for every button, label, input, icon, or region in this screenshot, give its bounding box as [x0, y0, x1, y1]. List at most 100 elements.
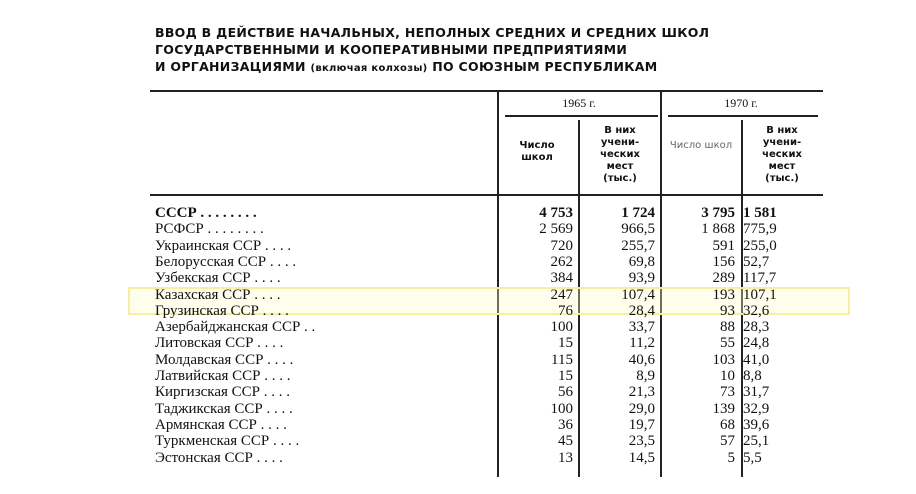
sub-rule-1965 [505, 115, 658, 117]
republic-name: Эстонская ССР . . . . [155, 449, 283, 466]
top-rule [150, 90, 823, 92]
republic-name: Грузинская ССР . . . . [155, 302, 289, 319]
table-row: РСФСР . . . . . . . . 2 569 966,5 1 868 775,… [155, 221, 825, 238]
cell-a: 720 [550, 237, 574, 254]
cell-c: 156 [712, 253, 736, 270]
cell-c: 1 868 [701, 221, 735, 238]
republic-name: Армянская ССР . . . . [155, 416, 287, 433]
cell-b: 1 724 [621, 205, 655, 221]
header-rule [150, 194, 823, 196]
table-row: Молдавская ССР . . . . 115 40,6 103 41,0 [155, 352, 825, 369]
col-divider [741, 120, 743, 477]
title-part: (включая колхозы) [310, 63, 428, 74]
cell-a: 2 569 [539, 221, 573, 238]
cell-b: 29,0 [628, 400, 655, 417]
cell-a: 100 [550, 400, 574, 417]
republic-name: РСФСР . . . . . . . . [155, 221, 264, 238]
republic-name: Белорусская ССР . . . . [155, 253, 297, 270]
table-row: Азербайджанская ССР . . 100 33,7 88 28,3 [155, 319, 825, 336]
table-row: Туркменская ССР . . . . 45 23,5 57 25,1 [155, 433, 825, 450]
table-row: Армянская ССР . . . . 36 19,7 68 39,6 [155, 417, 825, 434]
cell-d: 24,8 [743, 335, 770, 352]
cell-d: 775,9 [743, 221, 777, 238]
header-places-1970: В них учени-ческих мест (тыс.) [762, 125, 802, 184]
cell-b: 255,7 [621, 237, 655, 254]
header-1970: 1970 г. [724, 96, 758, 110]
cell-b: 40,6 [628, 351, 655, 368]
cell-d: 32,6 [743, 302, 770, 319]
cell-d: 117,7 [743, 270, 777, 287]
cell-b: 8,9 [636, 368, 655, 384]
table-row: СССР . . . . . . . . 4 753 1 724 3 795 1 581 [155, 205, 825, 222]
cell-c: 93 [720, 302, 735, 319]
republic-name: Молдавская ССР . . . . [155, 351, 294, 368]
cell-d: 5,5 [743, 449, 762, 466]
cell-c: 103 [712, 351, 736, 368]
cell-d: 255,0 [743, 237, 777, 254]
table-row: Эстонская ССР . . . . 13 14,5 5 5,5 [155, 450, 825, 467]
cell-d: 1 581 [743, 205, 777, 221]
cell-c: 139 [712, 400, 736, 417]
cell-c: 55 [720, 335, 735, 352]
cell-d: 31,7 [743, 384, 770, 401]
col-divider [578, 120, 580, 477]
cell-c: 73 [720, 384, 735, 401]
cell-c: 193 [712, 286, 736, 303]
republic-name: Таджикская ССР . . . . [155, 400, 293, 417]
cell-a: 36 [558, 416, 573, 433]
title-line: ГОСУДАРСТВЕННЫМИ И КООПЕРАТИВНЫМИ ПРЕДПР… [155, 42, 628, 57]
cell-d: 32,9 [743, 400, 770, 417]
cell-c: 68 [720, 416, 735, 433]
table-row: Киргизская ССР . . . . 56 21,3 73 31,7 [155, 384, 825, 401]
cell-c: 3 795 [701, 205, 735, 221]
cell-a: 56 [558, 384, 573, 401]
cell-b: 21,3 [628, 384, 655, 401]
republic-name: СССР . . . . . . . . [155, 205, 257, 221]
cell-b: 23,5 [628, 433, 655, 450]
sub-rule-1970 [668, 115, 818, 117]
cell-a: 45 [558, 433, 573, 450]
table-row: Таджикская ССР . . . . 100 29,0 139 32,9 [155, 401, 825, 418]
table-row: Литовская ССР . . . . 15 11,2 55 24,8 [155, 335, 825, 352]
cell-b: 11,2 [629, 335, 655, 352]
title-part: ПО СОЮЗНЫМ РЕСПУБЛИКАМ [432, 59, 658, 74]
cell-a: 15 [558, 368, 573, 384]
cell-c: 88 [720, 319, 735, 336]
cell-b: 93,9 [628, 270, 655, 287]
republic-name: Узбекская ССР . . . . [155, 270, 281, 287]
cell-c: 10 [720, 368, 735, 384]
republic-name: Украинская ССР . . . . [155, 237, 292, 254]
cell-a: 4 753 [539, 205, 573, 221]
republic-name: Литовская ССР . . . . [155, 335, 284, 352]
table-row: Грузинская ССР . . . . 76 28,4 93 32,6 [155, 303, 825, 320]
table-row: Белорусская ССР . . . . 262 69,8 156 52,7 [155, 254, 825, 271]
table-row: Украинская ССР . . . . 720 255,7 591 255,0 [155, 238, 825, 255]
cell-d: 25,1 [743, 433, 770, 450]
highlight-band [128, 287, 850, 315]
cell-d: 8,8 [743, 368, 762, 384]
table-row: Латвийская ССР . . . . 15 8,9 10 8,8 [155, 368, 825, 385]
cell-a: 384 [550, 270, 574, 287]
cell-d: 107,1 [743, 286, 777, 303]
header-schools-1970: Число школ [669, 140, 733, 151]
header-1965: 1965 г. [562, 96, 596, 110]
cell-d: 28,3 [743, 319, 770, 336]
cell-a: 247 [550, 286, 574, 303]
republic-name: Азербайджанская ССР . . [155, 319, 316, 336]
republic-name: Казахская ССР . . . . [155, 286, 281, 303]
republic-name: Туркменская ССР . . . . [155, 433, 300, 450]
republic-name: Киргизская ССР . . . . [155, 384, 291, 401]
cell-a: 262 [550, 253, 574, 270]
table-row: Узбекская ССР . . . . 384 93,9 289 117,7 [155, 270, 825, 287]
cell-b: 966,5 [621, 221, 655, 238]
cell-d: 39,6 [743, 416, 770, 433]
cell-d: 41,0 [743, 351, 770, 368]
col-divider [497, 92, 499, 477]
cell-b: 28,4 [628, 302, 655, 319]
cell-c: 591 [712, 237, 736, 254]
cell-a: 15 [558, 335, 573, 352]
cell-c: 289 [712, 270, 736, 287]
title-line: ВВОД В ДЕЙСТВИЕ НАЧАЛЬНЫХ, НЕПОЛНЫХ СРЕД… [155, 25, 710, 40]
col-divider [660, 92, 662, 477]
republic-name: Латвийская ССР . . . . [155, 368, 291, 384]
